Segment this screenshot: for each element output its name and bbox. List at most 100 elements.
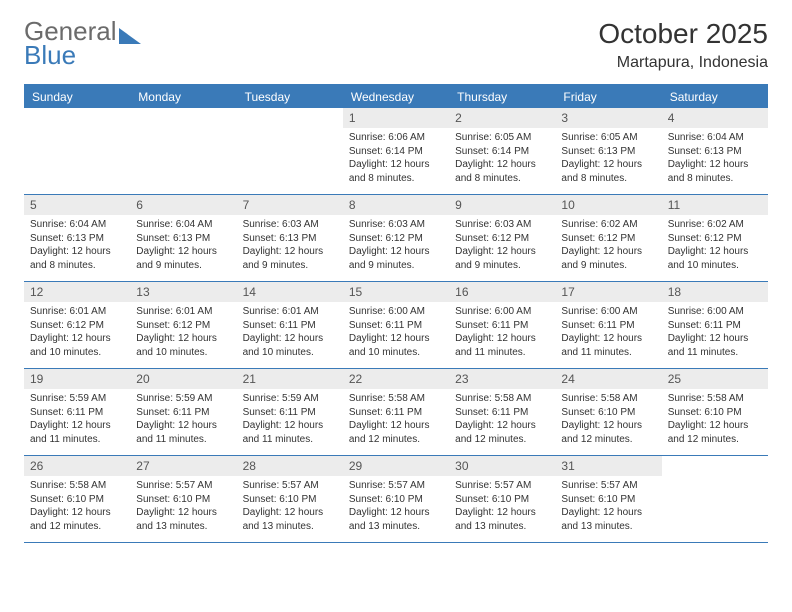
sunset-text: Sunset: 6:11 PM (561, 319, 655, 333)
day-cell: 1Sunrise: 6:06 AMSunset: 6:14 PMDaylight… (343, 108, 449, 194)
day-cell: 19Sunrise: 5:59 AMSunset: 6:11 PMDayligh… (24, 369, 130, 455)
day-details: Sunrise: 5:58 AMSunset: 6:11 PMDaylight:… (343, 389, 449, 452)
daylight-text: Daylight: 12 hours and 12 minutes. (668, 419, 762, 446)
day-details: Sunrise: 6:00 AMSunset: 6:11 PMDaylight:… (555, 302, 661, 365)
day-details: Sunrise: 6:02 AMSunset: 6:12 PMDaylight:… (662, 215, 768, 278)
daylight-text: Daylight: 12 hours and 13 minutes. (136, 506, 230, 533)
daylight-text: Daylight: 12 hours and 12 minutes. (455, 419, 549, 446)
daylight-text: Daylight: 12 hours and 12 minutes. (561, 419, 655, 446)
sunrise-text: Sunrise: 5:57 AM (455, 479, 549, 493)
day-number: 5 (24, 195, 130, 215)
day-details: Sunrise: 6:00 AMSunset: 6:11 PMDaylight:… (662, 302, 768, 365)
sunset-text: Sunset: 6:12 PM (561, 232, 655, 246)
sunrise-text: Sunrise: 6:03 AM (349, 218, 443, 232)
day-number: 24 (555, 369, 661, 389)
sunset-text: Sunset: 6:12 PM (30, 319, 124, 333)
day-number: 15 (343, 282, 449, 302)
day-number: 26 (24, 456, 130, 476)
day-number: 10 (555, 195, 661, 215)
daylight-text: Daylight: 12 hours and 8 minutes. (455, 158, 549, 185)
day-number: 2 (449, 108, 555, 128)
day-cell: 25Sunrise: 5:58 AMSunset: 6:10 PMDayligh… (662, 369, 768, 455)
day-number: 30 (449, 456, 555, 476)
sunrise-text: Sunrise: 6:01 AM (136, 305, 230, 319)
day-cell: 31Sunrise: 5:57 AMSunset: 6:10 PMDayligh… (555, 456, 661, 542)
sunset-text: Sunset: 6:12 PM (455, 232, 549, 246)
day-details: Sunrise: 6:05 AMSunset: 6:14 PMDaylight:… (449, 128, 555, 191)
sunrise-text: Sunrise: 5:58 AM (561, 392, 655, 406)
day-cell: 9Sunrise: 6:03 AMSunset: 6:12 PMDaylight… (449, 195, 555, 281)
daylight-text: Daylight: 12 hours and 11 minutes. (668, 332, 762, 359)
day-cell: 7Sunrise: 6:03 AMSunset: 6:13 PMDaylight… (237, 195, 343, 281)
sunset-text: Sunset: 6:11 PM (455, 406, 549, 420)
title-block: October 2025 Martapura, Indonesia (598, 18, 768, 72)
day-number: 21 (237, 369, 343, 389)
daylight-text: Daylight: 12 hours and 10 minutes. (243, 332, 337, 359)
day-number: 8 (343, 195, 449, 215)
day-cell: 26Sunrise: 5:58 AMSunset: 6:10 PMDayligh… (24, 456, 130, 542)
sunset-text: Sunset: 6:11 PM (349, 406, 443, 420)
calendar-body: 1Sunrise: 6:06 AMSunset: 6:14 PMDaylight… (24, 108, 768, 543)
calendar: SundayMondayTuesdayWednesdayThursdayFrid… (24, 84, 768, 543)
sunset-text: Sunset: 6:11 PM (668, 319, 762, 333)
weekday-saturday: Saturday (662, 86, 768, 108)
sunrise-text: Sunrise: 5:57 AM (561, 479, 655, 493)
sunrise-text: Sunrise: 6:00 AM (349, 305, 443, 319)
sunrise-text: Sunrise: 6:00 AM (561, 305, 655, 319)
sunrise-text: Sunrise: 5:58 AM (668, 392, 762, 406)
day-cell: 3Sunrise: 6:05 AMSunset: 6:13 PMDaylight… (555, 108, 661, 194)
week-row: 19Sunrise: 5:59 AMSunset: 6:11 PMDayligh… (24, 369, 768, 456)
weekday-sunday: Sunday (24, 86, 130, 108)
day-cell: 2Sunrise: 6:05 AMSunset: 6:14 PMDaylight… (449, 108, 555, 194)
daylight-text: Daylight: 12 hours and 9 minutes. (243, 245, 337, 272)
sunset-text: Sunset: 6:10 PM (561, 406, 655, 420)
day-number: 29 (343, 456, 449, 476)
daylight-text: Daylight: 12 hours and 8 minutes. (561, 158, 655, 185)
sunset-text: Sunset: 6:12 PM (668, 232, 762, 246)
day-cell: 15Sunrise: 6:00 AMSunset: 6:11 PMDayligh… (343, 282, 449, 368)
day-details: Sunrise: 5:57 AMSunset: 6:10 PMDaylight:… (555, 476, 661, 539)
sunrise-text: Sunrise: 5:58 AM (455, 392, 549, 406)
sunset-text: Sunset: 6:10 PM (136, 493, 230, 507)
sunrise-text: Sunrise: 5:59 AM (243, 392, 337, 406)
sunrise-text: Sunrise: 6:01 AM (30, 305, 124, 319)
sunset-text: Sunset: 6:13 PM (561, 145, 655, 159)
sunset-text: Sunset: 6:10 PM (243, 493, 337, 507)
day-details: Sunrise: 5:57 AMSunset: 6:10 PMDaylight:… (449, 476, 555, 539)
sunrise-text: Sunrise: 5:57 AM (243, 479, 337, 493)
daylight-text: Daylight: 12 hours and 9 minutes. (455, 245, 549, 272)
day-details: Sunrise: 5:57 AMSunset: 6:10 PMDaylight:… (343, 476, 449, 539)
day-number: 1 (343, 108, 449, 128)
day-details: Sunrise: 5:59 AMSunset: 6:11 PMDaylight:… (237, 389, 343, 452)
day-number: 14 (237, 282, 343, 302)
weekday-monday: Monday (130, 86, 236, 108)
day-cell: 10Sunrise: 6:02 AMSunset: 6:12 PMDayligh… (555, 195, 661, 281)
day-details: Sunrise: 6:00 AMSunset: 6:11 PMDaylight:… (449, 302, 555, 365)
day-cell: 8Sunrise: 6:03 AMSunset: 6:12 PMDaylight… (343, 195, 449, 281)
sunset-text: Sunset: 6:11 PM (136, 406, 230, 420)
day-number: 11 (662, 195, 768, 215)
day-number: 16 (449, 282, 555, 302)
sunset-text: Sunset: 6:12 PM (349, 232, 443, 246)
daylight-text: Daylight: 12 hours and 12 minutes. (30, 506, 124, 533)
day-details: Sunrise: 5:58 AMSunset: 6:11 PMDaylight:… (449, 389, 555, 452)
day-details: Sunrise: 6:03 AMSunset: 6:13 PMDaylight:… (237, 215, 343, 278)
day-number: 19 (24, 369, 130, 389)
day-details: Sunrise: 6:03 AMSunset: 6:12 PMDaylight:… (343, 215, 449, 278)
sunset-text: Sunset: 6:12 PM (136, 319, 230, 333)
sunrise-text: Sunrise: 6:03 AM (455, 218, 549, 232)
day-number: 27 (130, 456, 236, 476)
sunset-text: Sunset: 6:13 PM (136, 232, 230, 246)
sunset-text: Sunset: 6:13 PM (30, 232, 124, 246)
sunrise-text: Sunrise: 6:00 AM (455, 305, 549, 319)
weekday-friday: Friday (555, 86, 661, 108)
daylight-text: Daylight: 12 hours and 8 minutes. (668, 158, 762, 185)
daylight-text: Daylight: 12 hours and 13 minutes. (243, 506, 337, 533)
sunrise-text: Sunrise: 6:00 AM (668, 305, 762, 319)
sunset-text: Sunset: 6:13 PM (243, 232, 337, 246)
daylight-text: Daylight: 12 hours and 11 minutes. (455, 332, 549, 359)
sunset-text: Sunset: 6:14 PM (455, 145, 549, 159)
weekday-tuesday: Tuesday (237, 86, 343, 108)
day-cell: 21Sunrise: 5:59 AMSunset: 6:11 PMDayligh… (237, 369, 343, 455)
day-cell: 27Sunrise: 5:57 AMSunset: 6:10 PMDayligh… (130, 456, 236, 542)
